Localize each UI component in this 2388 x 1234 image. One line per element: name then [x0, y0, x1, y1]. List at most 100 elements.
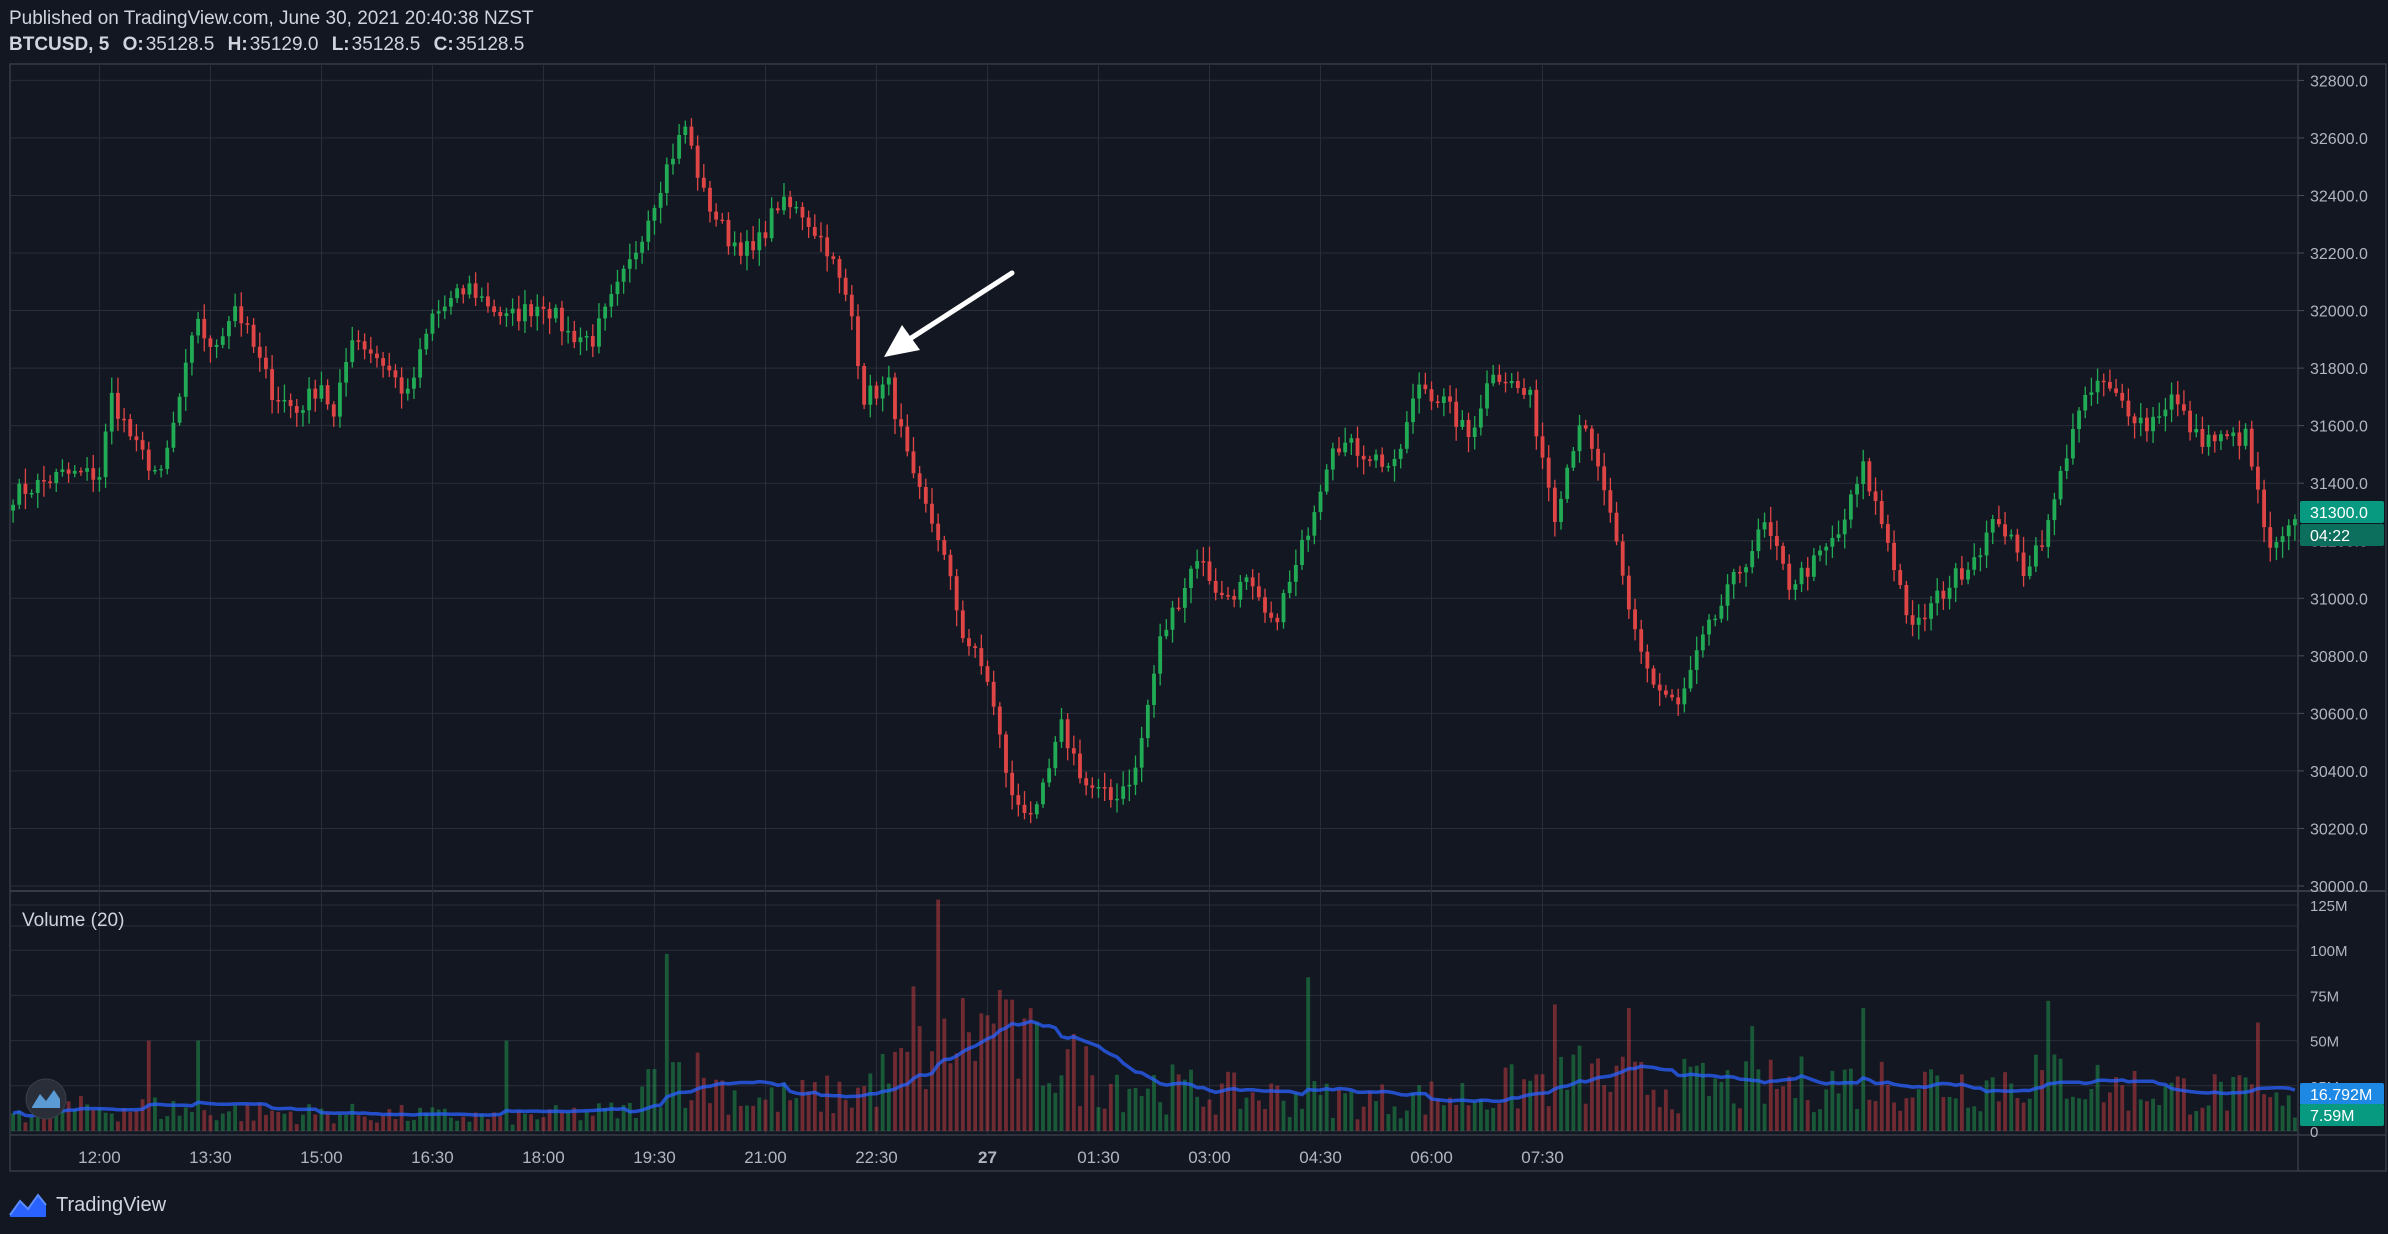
candle[interactable]: [301, 405, 305, 427]
tradingview-bubble-icon[interactable]: [25, 1078, 67, 1120]
candle[interactable]: [103, 423, 108, 488]
arrow-annotation-icon[interactable]: [884, 270, 1015, 357]
candle[interactable]: [905, 414, 910, 457]
candle[interactable]: [122, 408, 127, 433]
candle[interactable]: [2262, 479, 2266, 543]
candle[interactable]: [1534, 379, 1539, 450]
candle[interactable]: [1022, 791, 1027, 820]
candle[interactable]: [1577, 414, 1582, 463]
candle[interactable]: [782, 183, 786, 215]
candle[interactable]: [1509, 373, 1514, 389]
candle[interactable]: [1478, 394, 1483, 436]
candle[interactable]: [387, 352, 392, 378]
candle[interactable]: [1152, 665, 1156, 718]
candle[interactable]: [424, 328, 429, 355]
candle[interactable]: [831, 252, 836, 265]
candle[interactable]: [2206, 425, 2211, 456]
candle[interactable]: [2009, 529, 2014, 540]
candle[interactable]: [214, 339, 219, 359]
candle[interactable]: [825, 224, 830, 272]
candle[interactable]: [91, 454, 96, 493]
candle[interactable]: [800, 202, 805, 231]
candle[interactable]: [2225, 429, 2229, 440]
candle[interactable]: [1811, 547, 1816, 582]
candle[interactable]: [954, 568, 959, 627]
candle[interactable]: [547, 302, 552, 335]
candle[interactable]: [85, 457, 90, 481]
candle[interactable]: [1528, 386, 1533, 408]
candle[interactable]: [991, 670, 996, 716]
candle[interactable]: [2033, 537, 2038, 573]
candle[interactable]: [2293, 514, 2297, 541]
candle[interactable]: [1867, 457, 1872, 497]
candle[interactable]: [1330, 442, 1335, 481]
candle[interactable]: [1978, 547, 1983, 572]
candle[interactable]: [1861, 449, 1866, 500]
candle[interactable]: [2175, 380, 2180, 417]
candle[interactable]: [1990, 514, 1995, 545]
candle[interactable]: [2237, 420, 2242, 460]
candle[interactable]: [936, 513, 941, 552]
candle[interactable]: [1207, 546, 1212, 585]
candle[interactable]: [171, 411, 176, 453]
candle[interactable]: [1731, 568, 1736, 599]
candle[interactable]: [2280, 526, 2285, 558]
candle[interactable]: [381, 352, 386, 378]
candle[interactable]: [405, 378, 410, 401]
candle[interactable]: [1238, 575, 1243, 608]
candle[interactable]: [893, 372, 897, 435]
candle[interactable]: [615, 269, 620, 306]
candle[interactable]: [1337, 437, 1341, 456]
candle[interactable]: [2095, 368, 2100, 404]
candle[interactable]: [609, 284, 614, 318]
candle[interactable]: [1102, 772, 1107, 802]
candle[interactable]: [1719, 594, 1724, 623]
candle[interactable]: [2040, 530, 2044, 552]
candle[interactable]: [504, 307, 509, 327]
candle[interactable]: [1602, 452, 1607, 506]
candle[interactable]: [652, 204, 657, 235]
candle[interactable]: [1269, 601, 1274, 623]
candle[interactable]: [362, 333, 367, 360]
candle[interactable]: [973, 643, 978, 658]
candle[interactable]: [1596, 433, 1600, 481]
candle[interactable]: [1386, 462, 1391, 472]
candle[interactable]: [1639, 619, 1644, 664]
candle[interactable]: [190, 331, 194, 376]
candle[interactable]: [1053, 736, 1058, 776]
candle[interactable]: [1355, 426, 1360, 468]
candle[interactable]: [1145, 699, 1150, 748]
candle[interactable]: [2169, 382, 2174, 423]
candle[interactable]: [1657, 673, 1662, 707]
candle[interactable]: [732, 231, 737, 256]
candle[interactable]: [35, 473, 40, 509]
candle[interactable]: [177, 393, 182, 426]
candle[interactable]: [1972, 543, 1977, 576]
candle[interactable]: [1688, 656, 1693, 692]
candle[interactable]: [1583, 419, 1588, 432]
candle[interactable]: [788, 190, 793, 219]
candle[interactable]: [1855, 476, 1859, 508]
candle[interactable]: [196, 311, 201, 344]
candle[interactable]: [1460, 410, 1465, 430]
candle[interactable]: [2107, 369, 2112, 392]
candle[interactable]: [239, 292, 244, 337]
candle[interactable]: [578, 327, 583, 356]
candle[interactable]: [399, 367, 404, 409]
candle[interactable]: [566, 316, 571, 344]
candle[interactable]: [1312, 505, 1317, 545]
candle[interactable]: [1885, 514, 1890, 552]
candle[interactable]: [1293, 549, 1298, 597]
candle[interactable]: [1226, 586, 1230, 601]
candle[interactable]: [430, 309, 435, 341]
candle[interactable]: [208, 335, 213, 363]
candle[interactable]: [66, 462, 71, 483]
candle[interactable]: [1121, 771, 1126, 805]
candle[interactable]: [1904, 580, 1909, 624]
candle[interactable]: [2212, 431, 2217, 453]
candle[interactable]: [2077, 407, 2081, 443]
candle[interactable]: [2083, 386, 2088, 419]
candle[interactable]: [2200, 416, 2205, 454]
candle[interactable]: [1059, 707, 1064, 748]
